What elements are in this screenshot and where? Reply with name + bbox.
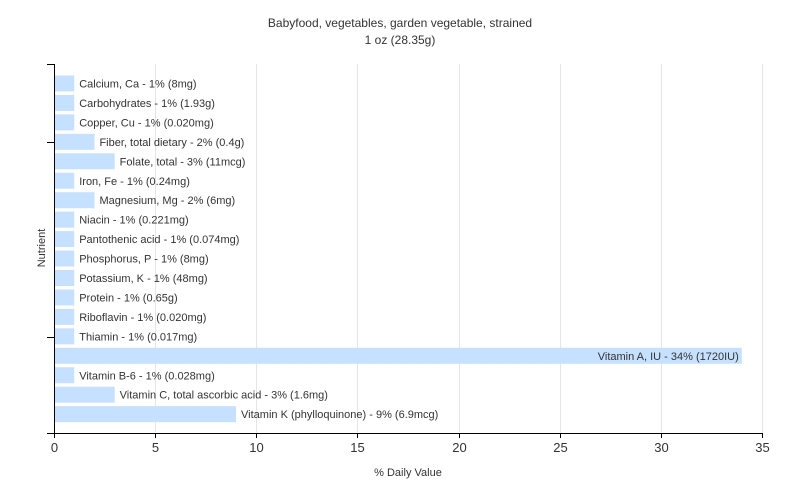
bar-1 — [55, 94, 75, 111]
x-axis-title: % Daily Value — [374, 467, 442, 479]
x-tick-label-25: 25 — [553, 440, 567, 455]
x-tick-label-10: 10 — [249, 440, 263, 455]
data-label-7: Niacin - 1% (0.221mg) — [79, 215, 188, 227]
bar-5 — [55, 172, 75, 189]
bar-2 — [55, 114, 75, 131]
bar-12 — [55, 308, 75, 325]
bar-6 — [55, 192, 95, 209]
bar-13 — [55, 328, 75, 345]
data-label-6: Magnesium, Mg - 2% (6mg) — [99, 195, 235, 207]
data-label-17: Vitamin K (phylloquinone) - 9% (6.9mcg) — [241, 409, 438, 421]
x-tick-label-35: 35 — [755, 440, 769, 455]
data-label-11: Protein - 1% (0.65g) — [79, 292, 177, 304]
bar-8 — [55, 231, 75, 248]
x-tick-label-30: 30 — [654, 440, 668, 455]
data-label-13: Thiamin - 1% (0.017mg) — [79, 331, 197, 343]
data-label-12: Riboflavin - 1% (0.020mg) — [79, 312, 206, 324]
bar-3 — [55, 133, 95, 150]
axis-layer: 0 5 10 15 20 25 30 35 — [47, 64, 770, 455]
bar-15 — [55, 367, 75, 384]
bar-17 — [55, 406, 237, 423]
bar-11 — [55, 289, 75, 306]
data-label-14: Vitamin A, IU - 34% (1720IU) — [598, 351, 739, 363]
bar-14 — [55, 347, 742, 364]
bar-layer — [55, 75, 742, 423]
data-label-0: Calcium, Ca - 1% (8mg) — [79, 79, 196, 91]
data-label-9: Phosphorus, P - 1% (8mg) — [79, 254, 208, 266]
bar-9 — [55, 250, 75, 267]
x-tick-label-20: 20 — [452, 440, 466, 455]
x-tick-label-5: 5 — [152, 440, 159, 455]
data-label-2: Copper, Cu - 1% (0.020mg) — [79, 117, 214, 129]
y-axis-title: Nutrient — [36, 229, 48, 268]
data-label-1: Carbohydrates - 1% (1.93g) — [79, 98, 215, 110]
data-label-3: Fiber, total dietary - 2% (0.4g) — [99, 137, 244, 149]
x-tick-label-15: 15 — [350, 440, 364, 455]
data-label-5: Iron, Fe - 1% (0.24mg) — [79, 176, 190, 188]
chart-subtitle: 1 oz (28.35g) — [365, 33, 436, 47]
bar-0 — [55, 75, 75, 92]
x-tick-label-0: 0 — [51, 440, 58, 455]
chart-title: Babyfood, vegetables, garden vegetable, … — [268, 16, 532, 30]
data-label-15: Vitamin B-6 - 1% (0.028mg) — [79, 370, 215, 382]
bar-4 — [55, 153, 115, 170]
bar-16 — [55, 386, 115, 403]
data-label-4: Folate, total - 3% (11mcg) — [120, 156, 246, 168]
data-label-layer: Calcium, Ca - 1% (8mg) Carbohydrates - 1%… — [79, 79, 739, 422]
data-label-8: Pantothenic acid - 1% (0.074mg) — [79, 234, 239, 246]
grid-layer — [155, 64, 763, 433]
bar-7 — [55, 211, 75, 228]
data-label-10: Potassium, K - 1% (48mg) — [79, 273, 207, 285]
bar-10 — [55, 270, 75, 286]
data-label-16: Vitamin C, total ascorbic acid - 3% (1.6… — [120, 390, 328, 402]
